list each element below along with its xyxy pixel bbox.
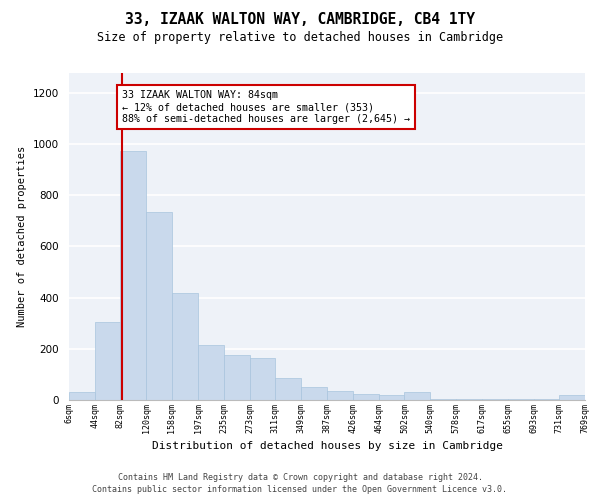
Bar <box>430 398 456 400</box>
Bar <box>482 398 508 400</box>
Bar <box>198 345 224 400</box>
Bar <box>224 355 250 400</box>
Bar <box>404 392 430 400</box>
Bar <box>95 322 121 400</box>
Bar <box>121 150 146 400</box>
Bar <box>559 395 585 400</box>
Bar <box>533 398 559 400</box>
Bar <box>301 387 326 400</box>
Text: Size of property relative to detached houses in Cambridge: Size of property relative to detached ho… <box>97 31 503 44</box>
X-axis label: Distribution of detached houses by size in Cambridge: Distribution of detached houses by size … <box>151 441 503 451</box>
Bar <box>508 398 533 400</box>
Y-axis label: Number of detached properties: Number of detached properties <box>17 146 28 327</box>
Bar <box>275 378 301 400</box>
Bar <box>250 358 275 400</box>
Bar <box>146 212 172 400</box>
Bar <box>172 292 198 400</box>
Bar <box>69 392 95 400</box>
Text: 33 IZAAK WALTON WAY: 84sqm
← 12% of detached houses are smaller (353)
88% of sem: 33 IZAAK WALTON WAY: 84sqm ← 12% of deta… <box>122 90 410 124</box>
Text: Contains public sector information licensed under the Open Government Licence v3: Contains public sector information licen… <box>92 485 508 494</box>
Bar <box>456 398 482 400</box>
Bar <box>379 395 404 400</box>
Text: Contains HM Land Registry data © Crown copyright and database right 2024.: Contains HM Land Registry data © Crown c… <box>118 472 482 482</box>
Text: 33, IZAAK WALTON WAY, CAMBRIDGE, CB4 1TY: 33, IZAAK WALTON WAY, CAMBRIDGE, CB4 1TY <box>125 12 475 28</box>
Bar <box>326 391 353 400</box>
Bar <box>353 394 379 400</box>
